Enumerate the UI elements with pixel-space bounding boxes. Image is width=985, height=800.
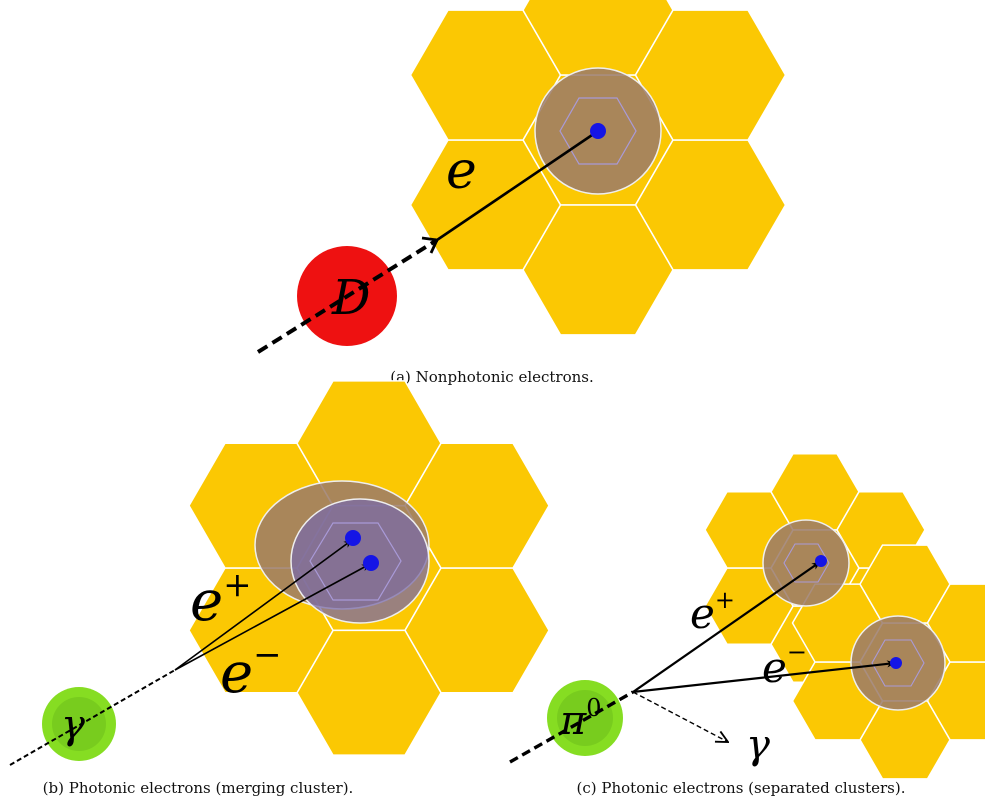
panel-b: γ e+ e− (b) Photonic electrons (merging … — [9, 380, 550, 797]
cluster-c-lower-cell — [871, 639, 925, 687]
electron-label-b: e− — [220, 635, 282, 706]
gamma-label-c: γ — [746, 722, 770, 768]
incoming-pion-track — [509, 690, 634, 764]
hexagon-tower — [634, 9, 787, 141]
electron-track-b — [174, 563, 371, 671]
electron-track-c — [632, 660, 896, 694]
panel-c: π0 e+ e− γ (c) Photonic electrons (separ… — [509, 452, 985, 797]
caption-c: (c) Photonic electrons (separated cluste… — [577, 779, 906, 797]
cluster-b-merged — [290, 498, 430, 624]
hexagon-tower — [926, 583, 985, 663]
positron-label-b: e+ — [190, 565, 252, 634]
cluster-a-cell-outline — [559, 97, 637, 165]
arrow-a-icon — [421, 236, 440, 254]
electron-label-a: e — [446, 141, 477, 201]
hit-point-b-plus — [345, 530, 361, 546]
caption-a: (a) Nonphotonic electrons. — [390, 368, 594, 386]
positron-label-c: e+ — [690, 586, 735, 638]
hit-point-c-lower — [890, 657, 902, 669]
positron-track-b — [174, 539, 353, 671]
gamma-label-b: γ — [61, 702, 85, 748]
hit-point-a — [590, 123, 606, 139]
positron-track-c — [632, 561, 821, 693]
incoming-d-track — [256, 238, 439, 354]
cluster-c-upper — [762, 519, 850, 607]
electron-track-a — [436, 129, 599, 242]
cluster-b-cell-outline — [309, 522, 402, 601]
electron-label-c: e− — [762, 638, 807, 692]
decay-photon-track — [632, 691, 728, 742]
d-label: D — [331, 270, 370, 326]
hit-point-b-minus — [363, 555, 379, 571]
cluster-c-upper-cell — [783, 543, 830, 583]
hit-point-c-upper — [815, 555, 827, 567]
panel-a: D e (a) Nonphotonic electrons. — [256, 0, 787, 386]
photon-blob-core — [52, 697, 106, 751]
caption-b: (b) Photonic electrons (merging cluster)… — [43, 779, 354, 797]
pion-label: π0 — [559, 694, 602, 744]
